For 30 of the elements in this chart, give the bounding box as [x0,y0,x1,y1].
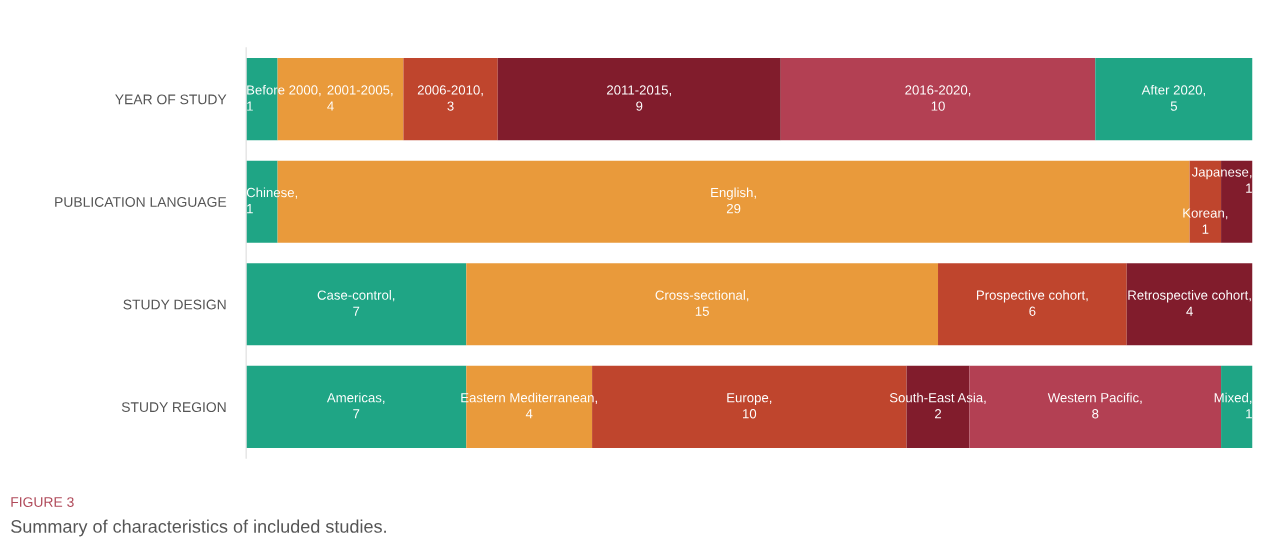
caption: FIGURE 3 [11,497,74,507]
bar [497,58,781,141]
data-label: Japanese, 1 [1191,167,1252,193]
data-label: Case-control, 7 [317,290,395,316]
bar [780,58,1096,141]
data-label: Western Pacific, 8 [1047,392,1142,419]
y-tick-label: YEAR OF STUDY [115,94,227,105]
y-tick-label: STUDY REGION [121,402,226,413]
data-label: Korean, 1 [1183,208,1228,234]
bar [1095,58,1253,141]
data-label: Europe, 10 [727,393,772,419]
data-label: 2016-2020, 10 [905,85,971,111]
y-tick-label: STUDY DESIGN [123,299,226,310]
data-label: Cross-sectional, 15 [655,290,749,316]
data-label: Prospective cohort, 6 [976,290,1088,316]
data-label: 2001-2005, 4 [327,85,393,111]
data-label: After 2020, 5 [1141,84,1205,111]
y-tick-label: PUBLICATION LANGUAGE [55,197,227,207]
data-label: Americas, 7 [326,392,385,419]
data-label: 2011-2015, 9 [607,85,671,111]
data-label: 2006-2010, 3 [417,85,483,111]
bar [938,263,1127,346]
data-label: South-East Asia, 2 [889,392,986,419]
bar [403,58,498,141]
bar [246,263,467,346]
bar [466,263,939,346]
bar [1126,263,1253,346]
data-label: English, 29 [711,187,756,214]
text: Summary of characteristics of included studies. [11,519,386,537]
data-label: Retrospective cohort, 4 [1128,290,1251,316]
